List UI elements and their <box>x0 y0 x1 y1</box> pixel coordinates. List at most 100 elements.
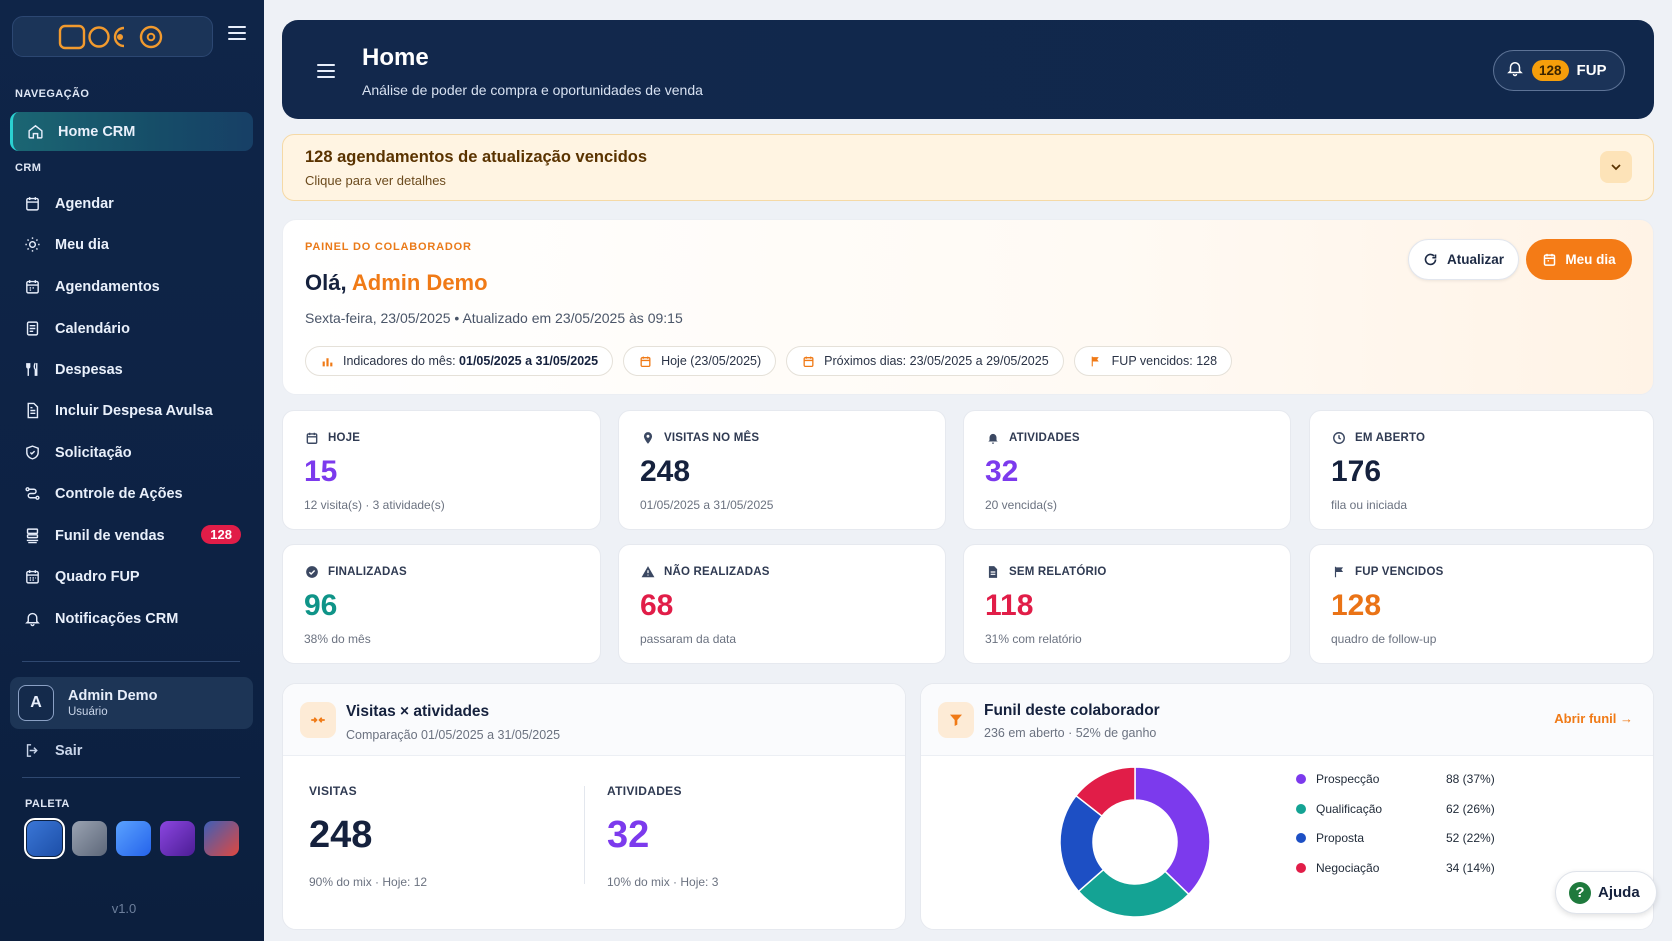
sidebar-item-quadro-fup[interactable]: Quadro FUP <box>10 557 253 596</box>
stat-label: HOJE <box>304 430 360 445</box>
stat-subtext: passaram da data <box>640 632 737 646</box>
chip-next-days[interactable]: Próximos dias: 23/05/2025 a 29/05/2025 <box>786 346 1064 376</box>
sidebar-item-funil-vendas[interactable]: Funil de vendas 128 <box>10 516 253 555</box>
stat-card-fup-vencidos[interactable]: FUP VENCIDOS 128 quadro de follow-up <box>1309 544 1654 664</box>
warning-icon <box>640 564 655 579</box>
stat-card-atividades[interactable]: ATIVIDADES 32 20 vencida(s) <box>963 410 1291 530</box>
logout-label: Sair <box>55 742 83 759</box>
sidebar-item-label: Quadro FUP <box>55 568 140 585</box>
stat-card-visitas-mes[interactable]: VISITAS NO MÊS 248 01/05/2025 a 31/05/20… <box>618 410 946 530</box>
column-divider <box>584 786 585 884</box>
palette-swatch-gray[interactable] <box>72 821 107 856</box>
report-icon <box>985 564 1000 579</box>
location-pin-icon <box>640 430 655 445</box>
stat-label-text: NÃO REALIZADAS <box>664 565 770 578</box>
logo[interactable] <box>12 16 213 57</box>
sidebar-item-solicitacao[interactable]: Solicitação <box>10 433 253 472</box>
greeting-text: Olá, <box>305 270 347 295</box>
sidebar-item-agendar[interactable]: Agendar <box>10 184 253 223</box>
legend-label: Qualificação <box>1316 801 1383 816</box>
donut-slice-prospeccao[interactable] <box>1134 766 1211 896</box>
stat-card-em-aberto[interactable]: EM ABERTO 176 fila ou iniciada <box>1309 410 1654 530</box>
calendar-grid-icon <box>22 277 42 297</box>
card-header: Visitas × atividades Comparação 01/05/20… <box>283 684 905 756</box>
stat-subtext: fila ou iniciada <box>1331 498 1408 512</box>
help-button[interactable]: ? Ajuda <box>1555 871 1657 914</box>
sidebar-item-agendamentos[interactable]: Agendamentos <box>10 267 253 306</box>
card-title: Visitas × atividades <box>346 703 490 720</box>
stat-label: VISITAS NO MÊS <box>640 430 759 445</box>
stat-label-text: HOJE <box>328 431 361 444</box>
shield-check-icon <box>22 443 42 463</box>
sidebar-item-label: Agendar <box>55 195 114 212</box>
funnel-icon <box>938 702 974 738</box>
sidebar: NAVEGAÇÃO Home CRM CRM Agendar Meu dia A… <box>0 0 264 941</box>
chip-today[interactable]: Hoje (23/05/2025) <box>623 346 777 376</box>
calendar-icon <box>304 430 319 445</box>
palette-swatch-blue[interactable] <box>24 818 65 859</box>
stat-label: FUP VENCIDOS <box>1331 564 1443 579</box>
header-menu-button[interactable] <box>317 64 335 80</box>
donut-slice-qualificacao[interactable] <box>1077 868 1190 918</box>
legend-item: Negociação 34 (14%) <box>1296 861 1516 891</box>
legend-item: Prospecção 88 (37%) <box>1296 772 1516 802</box>
logout-button[interactable]: Sair <box>10 731 253 770</box>
user-card[interactable]: A Admin Demo Usuário <box>10 677 253 729</box>
meu-dia-button[interactable]: Meu dia <box>1526 239 1632 280</box>
card-header: Funil deste colaborador 236 em aberto · … <box>921 684 1653 756</box>
stat-label-text: VISITAS NO MÊS <box>664 431 760 444</box>
sidebar-item-label: Home CRM <box>58 123 136 140</box>
chip-month-indicators[interactable]: Indicadores do mês: 01/05/2025 a 31/05/2… <box>305 346 614 376</box>
palette-swatch-sunset[interactable] <box>204 821 239 856</box>
atividades-value: 32 <box>607 814 650 856</box>
collaborator-funnel-card: Funil deste colaborador 236 em aberto · … <box>920 683 1654 930</box>
palette-swatch-purple[interactable] <box>160 821 195 856</box>
legend-label: Prospecção <box>1316 772 1380 786</box>
palette-swatch-light-blue[interactable] <box>116 821 151 856</box>
sidebar-item-controle-acoes[interactable]: Controle de Ações <box>10 474 253 513</box>
atividades-column: ATIVIDADES 32 10% do mix · Hoje: 3 <box>607 784 718 889</box>
visitas-value: 248 <box>309 814 373 856</box>
chip-value: (23/05/2025) <box>690 354 762 368</box>
donut-slice-negociacao[interactable] <box>1074 766 1136 818</box>
sidebar-item-meu-dia[interactable]: Meu dia <box>10 225 253 264</box>
flag-icon <box>1089 354 1103 368</box>
stat-card-finalizadas[interactable]: FINALIZADAS 96 38% do mês <box>282 544 601 664</box>
stat-card-sem-relatorio[interactable]: SEM RELATÓRIO 118 31% com relatório <box>963 544 1291 664</box>
funnel-donut-chart <box>1059 766 1211 918</box>
sidebar-toggle-button[interactable] <box>228 26 246 42</box>
chip-fup-overdue[interactable]: FUP vencidos: 128 <box>1073 346 1233 376</box>
legend-item: Qualificação 62 (26%) <box>1296 802 1516 832</box>
chip-prefix: Indicadores do mês: <box>343 354 456 368</box>
user-name: Admin Demo <box>68 688 158 704</box>
stat-card-hoje[interactable]: HOJE 15 12 visita(s) · 3 atividade(s) <box>282 410 601 530</box>
nav-section-label: NAVEGAÇÃO <box>15 88 90 100</box>
stat-value: 176 <box>1331 455 1382 488</box>
legend-item: Proposta 52 (22%) <box>1296 831 1516 861</box>
stat-label: EM ABERTO <box>1331 430 1425 445</box>
refresh-button[interactable]: Atualizar <box>1408 239 1519 280</box>
refresh-label: Atualizar <box>1446 252 1504 267</box>
stat-label-text: FUP VENCIDOS <box>1355 565 1444 578</box>
sidebar-item-despesas[interactable]: Despesas <box>10 350 253 389</box>
sidebar-item-home-crm[interactable]: Home CRM <box>10 112 253 151</box>
fup-notification-button[interactable]: 128 FUP <box>1493 50 1625 91</box>
stat-card-nao-realizadas[interactable]: NÃO REALIZADAS 68 passaram da data <box>618 544 946 664</box>
atividades-label: ATIVIDADES <box>607 784 682 798</box>
sidebar-item-calendario[interactable]: Calendário <box>10 309 253 348</box>
date-line: Sexta-feira, 23/05/2025 • Atualizado em … <box>305 310 683 326</box>
clock-icon <box>1331 430 1346 445</box>
fup-label: FUP <box>1576 62 1607 79</box>
legend-value: 34 (14%) <box>1446 860 1495 875</box>
expand-alert-button[interactable] <box>1600 151 1632 183</box>
stat-value: 32 <box>985 455 1019 488</box>
stat-subtext: quadro de follow-up <box>1331 632 1437 646</box>
sidebar-item-incluir-despesa[interactable]: Incluir Despesa Avulsa <box>10 391 253 430</box>
sidebar-item-notificacoes[interactable]: Notificações CRM <box>10 599 253 638</box>
stat-label: ATIVIDADES <box>985 430 1080 445</box>
legend-label: Negociação <box>1316 860 1380 875</box>
legend-value: 88 (37%) <box>1446 772 1495 786</box>
overdue-alert-banner[interactable]: 128 agendamentos de atualização vencidos… <box>282 134 1654 201</box>
open-funnel-link[interactable]: Abrir funil → <box>1554 711 1633 726</box>
sidebar-item-label: Calendário <box>55 320 130 337</box>
